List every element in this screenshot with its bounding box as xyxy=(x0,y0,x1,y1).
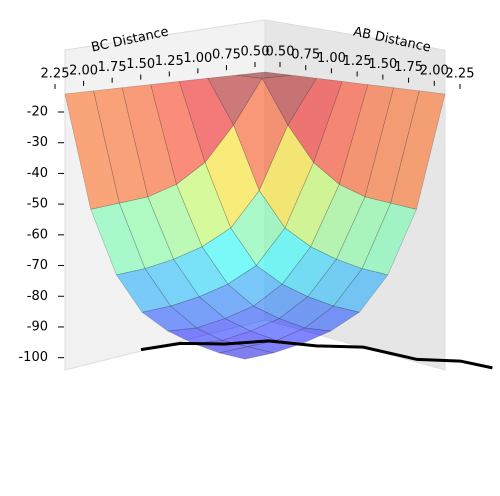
y-tick-label: 1.50 xyxy=(126,57,155,72)
y-tick-label: 1.25 xyxy=(155,54,184,69)
y-tick-label: 0.75 xyxy=(212,48,241,63)
x-tick-label: 0.75 xyxy=(291,48,320,63)
z-tick-label: -60 xyxy=(27,227,48,242)
x-tick-label: 2.00 xyxy=(420,63,449,78)
surface-patch xyxy=(219,346,274,360)
y-tick-label: 2.00 xyxy=(69,63,98,78)
x-tick-label: 1.00 xyxy=(317,51,346,66)
trajectory xyxy=(140,339,493,370)
z-tick-label: -100 xyxy=(18,350,48,365)
x-tick-label: 0.50 xyxy=(266,45,295,60)
z-tick-label: -70 xyxy=(27,258,48,273)
z-tick-label: -20 xyxy=(27,105,48,120)
z-tick-label: -80 xyxy=(27,289,48,304)
y-tick-label: 2.25 xyxy=(41,67,70,82)
y-tick-label: 1.75 xyxy=(98,60,127,75)
z-tick-label: -30 xyxy=(27,135,48,150)
x-tick-label: 1.25 xyxy=(343,54,372,69)
z-tick-label: -90 xyxy=(27,319,48,334)
y-tick-label: 1.00 xyxy=(183,51,212,66)
x-tick-label: 1.50 xyxy=(368,57,397,72)
z-tick-label: -40 xyxy=(27,166,48,181)
y-tick-label: 0.50 xyxy=(241,45,270,60)
x-tick-label: 2.25 xyxy=(446,67,475,82)
x-tick-label: 1.75 xyxy=(394,60,423,75)
z-tick-label: -50 xyxy=(27,197,48,212)
